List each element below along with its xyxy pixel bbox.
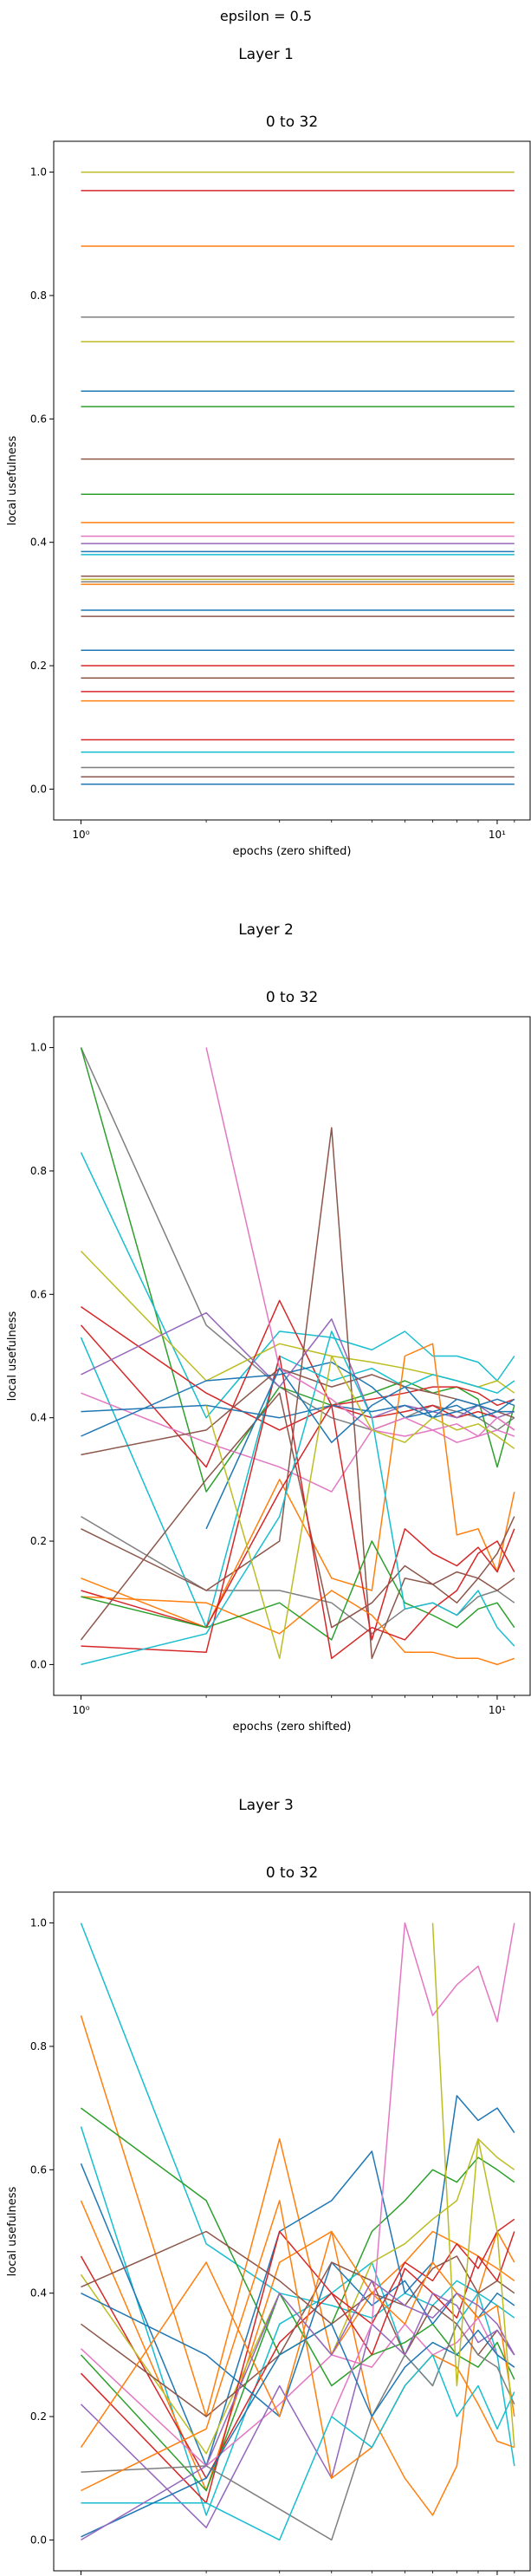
series-group	[80, 1922, 515, 2541]
y-tick-label: 0.6	[30, 1288, 47, 1300]
chart-title: Layer 1	[238, 46, 294, 63]
chart-title: Layer 3	[238, 1797, 294, 1814]
series-group	[81, 171, 515, 785]
chart-title: Layer 2	[238, 921, 294, 939]
series-line-17	[81, 1590, 515, 1666]
chart-panel-1: Layer 1 0 to 32 0.0 0.2 0.4 0.6 0.8 1.0 10⁰ 10¹ ep…	[6, 46, 531, 858]
series-line-18	[81, 1540, 515, 1641]
series-line-20	[81, 2323, 515, 2538]
y-tick-label: 0.8	[30, 2040, 47, 2052]
y-tick-label: 0.4	[30, 1412, 47, 1424]
series-line-14	[80, 2230, 515, 2504]
series-line-6	[80, 1299, 515, 1468]
y-tick-label: 0.8	[30, 289, 47, 302]
series-line-22	[331, 1922, 515, 2417]
axes-frame	[53, 140, 531, 821]
series-line-10	[81, 1398, 515, 1419]
y-tick-label: 0.4	[30, 537, 47, 549]
figure-suptitle: epsilon = 0.5	[220, 8, 312, 24]
series-line-8	[80, 2137, 515, 2455]
series-line-3	[81, 2107, 515, 2356]
series-line-20	[81, 1355, 515, 1660]
y-tick-label: 1.0	[30, 1917, 47, 1929]
series-line-23	[431, 1922, 515, 2448]
chart-subtitle: 0 to 32	[266, 1864, 318, 1882]
y-tick-label: 0.0	[30, 2534, 47, 2546]
series-line-3	[80, 1152, 515, 1419]
series-line-5	[80, 2095, 515, 2467]
y-tick-label: 0.2	[30, 1535, 47, 1547]
y-axis-label: local usefulness	[6, 1311, 19, 1401]
series-line-5	[81, 1305, 515, 1431]
y-tick-label: 0.6	[30, 413, 47, 425]
series-line-23	[205, 1367, 515, 1530]
y-tick-label: 0.2	[30, 660, 47, 672]
chart-panel-2: Layer 2 0 to 32 0.0 0.2 0.4 0.6 0.8 1.0 10⁰ 10¹ ep…	[6, 921, 531, 1734]
chart-panel-3: Layer 30 to 320.00.20.40.60.81.010⁰10¹ep…	[6, 1797, 531, 2575]
y-tick-label: 0.0	[30, 783, 47, 795]
y-tick-label: 0.2	[30, 2410, 47, 2423]
series-line-16	[80, 2230, 515, 2449]
y-tick-label: 0.6	[30, 2163, 47, 2176]
series-line-16	[81, 1404, 515, 1641]
x-tick-label: 10⁰	[72, 829, 89, 841]
series-line-24	[205, 1355, 515, 1660]
series-line-19	[81, 2354, 515, 2541]
series-line-21	[81, 1330, 515, 1666]
series-line-7	[80, 2218, 515, 2479]
y-tick-label: 1.0	[30, 1042, 47, 1054]
series-line-9	[81, 1392, 515, 1493]
series-line-14	[81, 1127, 515, 1660]
chart-subtitle: 0 to 32	[266, 989, 318, 1006]
y-axis-label: local usefulness	[6, 2186, 19, 2276]
x-axis-label: epochs (zero shifted)	[233, 1721, 352, 1734]
x-tick-label: 10¹	[489, 1704, 506, 1716]
y-tick-label: 1.0	[30, 166, 47, 179]
x-tick-label: 10¹	[489, 829, 506, 841]
x-axis-label: epochs (zero shifted)	[233, 845, 352, 858]
series-line-6	[80, 2200, 515, 2516]
series-line-15	[81, 1343, 515, 1629]
axes-frame	[53, 1016, 531, 1696]
series-line-17	[81, 2323, 515, 2541]
series-line-22	[205, 1047, 515, 1437]
y-tick-label: 0.4	[30, 2287, 47, 2300]
y-tick-label: 0.8	[30, 1165, 47, 1177]
series-line-21	[81, 2280, 515, 2541]
y-axis-label: local usefulness	[6, 435, 19, 525]
chart-subtitle: 0 to 32	[266, 114, 318, 131]
series-group	[80, 1047, 515, 1666]
y-tick-label: 0.0	[30, 1658, 47, 1670]
x-tick-label: 10⁰	[72, 1704, 89, 1716]
axes-frame	[53, 1891, 531, 2572]
